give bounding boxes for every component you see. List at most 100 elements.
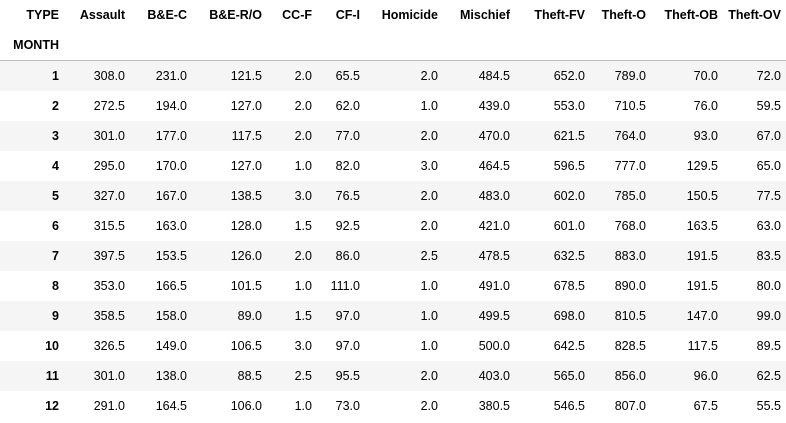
table-cell: 138.0 bbox=[155, 368, 187, 383]
table-cell: 2.0 bbox=[294, 128, 312, 143]
table-row: 5 327.0 167.0 138.5 3.0 76.5 2.0 483.0 602.0 785.… bbox=[0, 180, 786, 211]
table-cell: 484.5 bbox=[478, 68, 510, 83]
table-cell: 856.0 bbox=[614, 368, 646, 383]
header-blank-cell bbox=[365, 30, 443, 61]
column-header: Theft-O bbox=[601, 8, 646, 22]
table-cell: 2.0 bbox=[420, 218, 438, 233]
table-cell: 553.0 bbox=[553, 98, 585, 113]
column-header: Theft-OB bbox=[664, 8, 718, 22]
columns-name-label: TYPE bbox=[26, 8, 59, 22]
column-header: Assault bbox=[79, 8, 125, 22]
table-cell: 1.0 bbox=[294, 278, 312, 293]
table-cell: 1.0 bbox=[420, 338, 438, 353]
column-header: B&E-R/O bbox=[209, 8, 262, 22]
table-cell: 315.5 bbox=[93, 218, 125, 233]
table-cell: 602.0 bbox=[553, 188, 585, 203]
column-header: CC-F bbox=[282, 8, 312, 22]
table-cell: 2.0 bbox=[294, 98, 312, 113]
table-cell: 55.5 bbox=[756, 398, 781, 413]
table-row: 2 272.5 194.0 127.0 2.0 62.0 1.0 439.0 553.0 710.… bbox=[0, 90, 786, 121]
table-cell: 678.5 bbox=[553, 278, 585, 293]
table-cell: 807.0 bbox=[614, 398, 646, 413]
table-cell: 126.0 bbox=[230, 248, 262, 263]
column-header: CF-I bbox=[335, 8, 360, 22]
table-cell: 890.0 bbox=[614, 278, 646, 293]
table-cell: 97.0 bbox=[335, 338, 360, 353]
table-cell: 2.0 bbox=[294, 68, 312, 83]
table-cell: 73.0 bbox=[335, 398, 360, 413]
table-cell: 77.0 bbox=[335, 128, 360, 143]
table-cell: 2.5 bbox=[294, 368, 312, 383]
table-cell: 121.5 bbox=[230, 68, 262, 83]
table-cell: 127.0 bbox=[230, 158, 262, 173]
row-index-label: 8 bbox=[52, 278, 59, 293]
table-cell: 170.0 bbox=[155, 158, 187, 173]
table-cell: 1.5 bbox=[294, 218, 312, 233]
table-cell: 147.0 bbox=[686, 308, 718, 323]
table-cell: 150.5 bbox=[686, 188, 718, 203]
table-cell: 2.0 bbox=[420, 68, 438, 83]
table-cell: 295.0 bbox=[93, 158, 125, 173]
table-cell: 2.0 bbox=[420, 368, 438, 383]
table-cell: 138.5 bbox=[230, 188, 262, 203]
row-index-label: 10 bbox=[45, 338, 59, 353]
header-blank-cell bbox=[443, 30, 515, 61]
table-cell: 491.0 bbox=[478, 278, 510, 293]
row-index-label: 12 bbox=[45, 398, 59, 413]
table-cell: 88.5 bbox=[237, 368, 262, 383]
table-row: 8 353.0 166.5 101.5 1.0 111.0 1.0 491.0 678.5 890… bbox=[0, 270, 786, 301]
table-cell: 301.0 bbox=[93, 368, 125, 383]
table-cell: 166.5 bbox=[155, 278, 187, 293]
table-cell: 439.0 bbox=[478, 98, 510, 113]
table-row: 3 301.0 177.0 117.5 2.0 77.0 2.0 470.0 621.5 764.… bbox=[0, 120, 786, 151]
table-cell: 785.0 bbox=[614, 188, 646, 203]
table-cell: 65.0 bbox=[756, 158, 781, 173]
table-cell: 565.0 bbox=[553, 368, 585, 383]
row-index-label: 9 bbox=[52, 308, 59, 323]
table-cell: 158.0 bbox=[155, 308, 187, 323]
table-cell: 76.0 bbox=[693, 98, 718, 113]
table-header: TYPE Assault B&E-C B&E-R/O CC-F CF-I Homicide… bbox=[0, 0, 786, 61]
table-cell: 810.5 bbox=[614, 308, 646, 323]
table-cell: 2.0 bbox=[294, 248, 312, 263]
table-cell: 1.0 bbox=[294, 158, 312, 173]
table-cell: 117.5 bbox=[231, 128, 262, 143]
table-cell: 3.0 bbox=[294, 338, 312, 353]
table-cell: 167.0 bbox=[155, 188, 187, 203]
table-cell: 89.5 bbox=[756, 338, 781, 353]
table-cell: 231.0 bbox=[155, 68, 187, 83]
column-header: Mischief bbox=[459, 8, 510, 22]
table-cell: 403.0 bbox=[478, 368, 510, 383]
table-cell: 163.5 bbox=[686, 218, 718, 233]
table-row: 9 358.5 158.0 89.0 1.5 97.0 1.0 499.5 698.0 810.5… bbox=[0, 300, 786, 331]
table-cell: 67.0 bbox=[756, 128, 781, 143]
table-cell: 2.5 bbox=[420, 248, 438, 263]
table-cell: 95.5 bbox=[335, 368, 360, 383]
table-cell: 96.0 bbox=[693, 368, 718, 383]
header-blank-cell bbox=[590, 30, 651, 61]
table-cell: 768.0 bbox=[614, 218, 646, 233]
row-index-label: 6 bbox=[52, 218, 59, 233]
table-cell: 70.0 bbox=[693, 68, 718, 83]
table-cell: 601.0 bbox=[553, 218, 585, 233]
table-cell: 358.5 bbox=[93, 308, 125, 323]
table-cell: 191.5 bbox=[686, 278, 718, 293]
table-cell: 83.5 bbox=[756, 248, 781, 263]
table-cell: 3.0 bbox=[294, 188, 312, 203]
table-cell: 106.0 bbox=[230, 398, 262, 413]
table-row: 4 295.0 170.0 127.0 1.0 82.0 3.0 464.5 596.5 777.… bbox=[0, 150, 786, 181]
table-cell: 883.0 bbox=[614, 248, 646, 263]
table-row: 1 308.0 231.0 121.5 2.0 65.5 2.0 484.5 652.0 789.… bbox=[0, 60, 786, 91]
header-blank-cell bbox=[651, 30, 723, 61]
table-cell: 93.0 bbox=[693, 128, 718, 143]
table-cell: 1.0 bbox=[420, 278, 438, 293]
table-cell: 1.5 bbox=[294, 308, 312, 323]
table-cell: 380.5 bbox=[478, 398, 510, 413]
table-cell: 191.5 bbox=[686, 248, 718, 263]
table-cell: 327.0 bbox=[93, 188, 125, 203]
table-cell: 642.5 bbox=[553, 338, 585, 353]
table-row: 6 315.5 163.0 128.0 1.5 92.5 2.0 421.0 601.0 768.… bbox=[0, 210, 786, 241]
table-cell: 62.0 bbox=[335, 98, 360, 113]
table-cell: 621.5 bbox=[553, 128, 585, 143]
header-blank-cell bbox=[192, 30, 267, 61]
